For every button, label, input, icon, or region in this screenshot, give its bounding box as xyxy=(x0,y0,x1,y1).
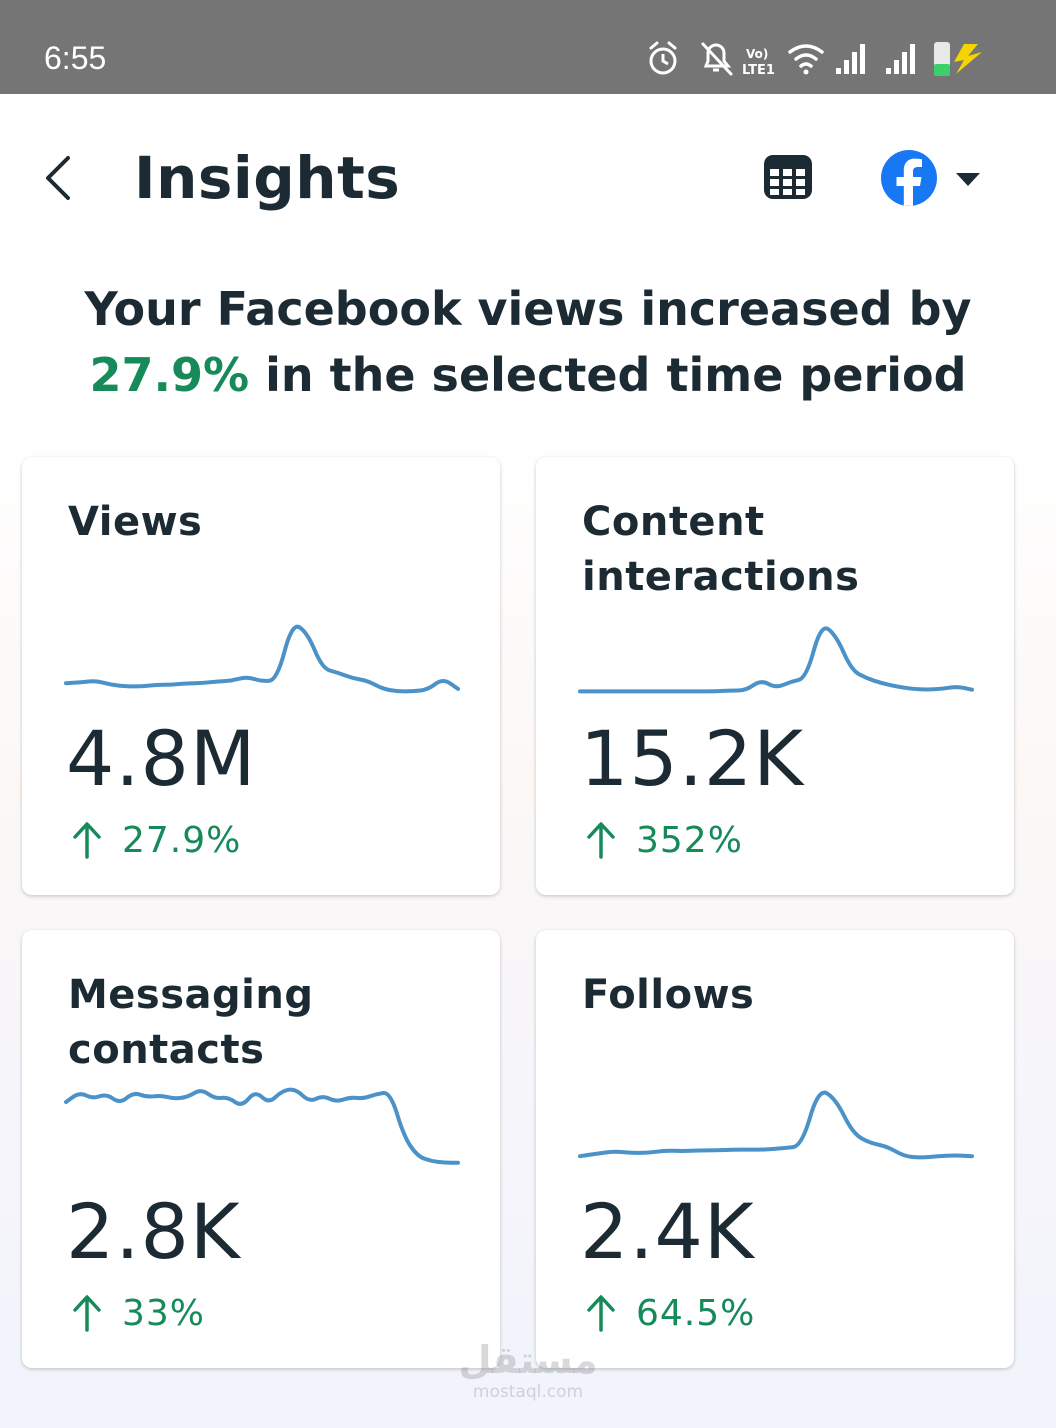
app-header: Insights xyxy=(0,94,1056,264)
card-title: Views xyxy=(68,499,203,545)
notifications-off-icon xyxy=(701,42,733,76)
card-change-value: 27.9% xyxy=(122,819,242,861)
watermark-logo: مستقل xyxy=(458,1338,598,1382)
card-change: 352% xyxy=(584,815,743,865)
calendar-button[interactable] xyxy=(758,149,818,209)
back-button[interactable] xyxy=(30,150,90,210)
wifi-icon xyxy=(788,44,824,75)
arrow-up-icon xyxy=(587,1295,615,1332)
watermark: مستقل mostaql.com xyxy=(448,1338,608,1402)
summary-suffix: in the selected time period xyxy=(265,348,967,402)
card-change: 33% xyxy=(70,1288,205,1338)
card-title: Content interactions xyxy=(582,499,860,600)
status-time: 6:55 xyxy=(44,40,107,76)
status-icons: Vo) LTE1 xyxy=(646,36,1006,80)
svg-text:LTE1: LTE1 xyxy=(742,63,775,78)
chevron-left-icon xyxy=(46,156,70,200)
card-change: 64.5% xyxy=(584,1288,755,1338)
status-bar: 6:55 Vo) LTE1 xyxy=(0,0,1056,94)
messaging-contacts-card[interactable]: Messaging contacts 2.8K 33% xyxy=(22,930,500,1368)
battery-charging-icon xyxy=(934,42,982,76)
follows-sparkline xyxy=(578,1090,974,1160)
card-title: Messaging contacts xyxy=(68,972,314,1073)
card-change-value: 33% xyxy=(122,1292,206,1334)
summary-prefix: Your Facebook views increased by xyxy=(84,282,972,336)
svg-text:Vo): Vo) xyxy=(746,47,768,61)
signal-sim2-icon xyxy=(886,44,915,74)
card-change: 27.9% xyxy=(70,815,241,865)
card-value: 2.4K xyxy=(580,1187,755,1276)
alarm-icon xyxy=(649,41,677,75)
content-interactions-card[interactable]: Content interactions 15.2K 352% xyxy=(536,457,1014,895)
page-title: Insights xyxy=(134,144,401,212)
card-value: 2.8K xyxy=(66,1187,241,1276)
messaging-contacts-sparkline xyxy=(64,1087,460,1165)
card-title: Follows xyxy=(582,972,755,1018)
arrow-up-icon xyxy=(73,1295,101,1332)
summary-percent: 27.9% xyxy=(89,348,250,402)
content-interactions-sparkline xyxy=(578,626,974,694)
facebook-logo-icon xyxy=(881,150,937,206)
account-switcher[interactable] xyxy=(878,146,998,210)
views-card[interactable]: Views 4.8M 27.9% xyxy=(22,457,500,895)
calendar-icon xyxy=(764,155,812,199)
arrow-up-icon xyxy=(73,822,101,859)
summary-text: Your Facebook views increased by 27.9% i… xyxy=(40,276,1016,408)
follows-card[interactable]: Follows 2.4K 64.5% xyxy=(536,930,1014,1368)
card-value: 15.2K xyxy=(580,714,805,803)
caret-down-icon xyxy=(956,173,980,186)
watermark-url: mostaql.com xyxy=(472,1382,584,1402)
card-change-value: 64.5% xyxy=(636,1292,756,1334)
views-sparkline xyxy=(64,624,460,694)
signal-sim1-icon xyxy=(836,44,865,74)
card-change-value: 352% xyxy=(636,819,743,861)
volte-lte-icon: Vo) LTE1 xyxy=(742,47,775,78)
card-value: 4.8M xyxy=(66,714,257,803)
arrow-up-icon xyxy=(587,822,615,859)
